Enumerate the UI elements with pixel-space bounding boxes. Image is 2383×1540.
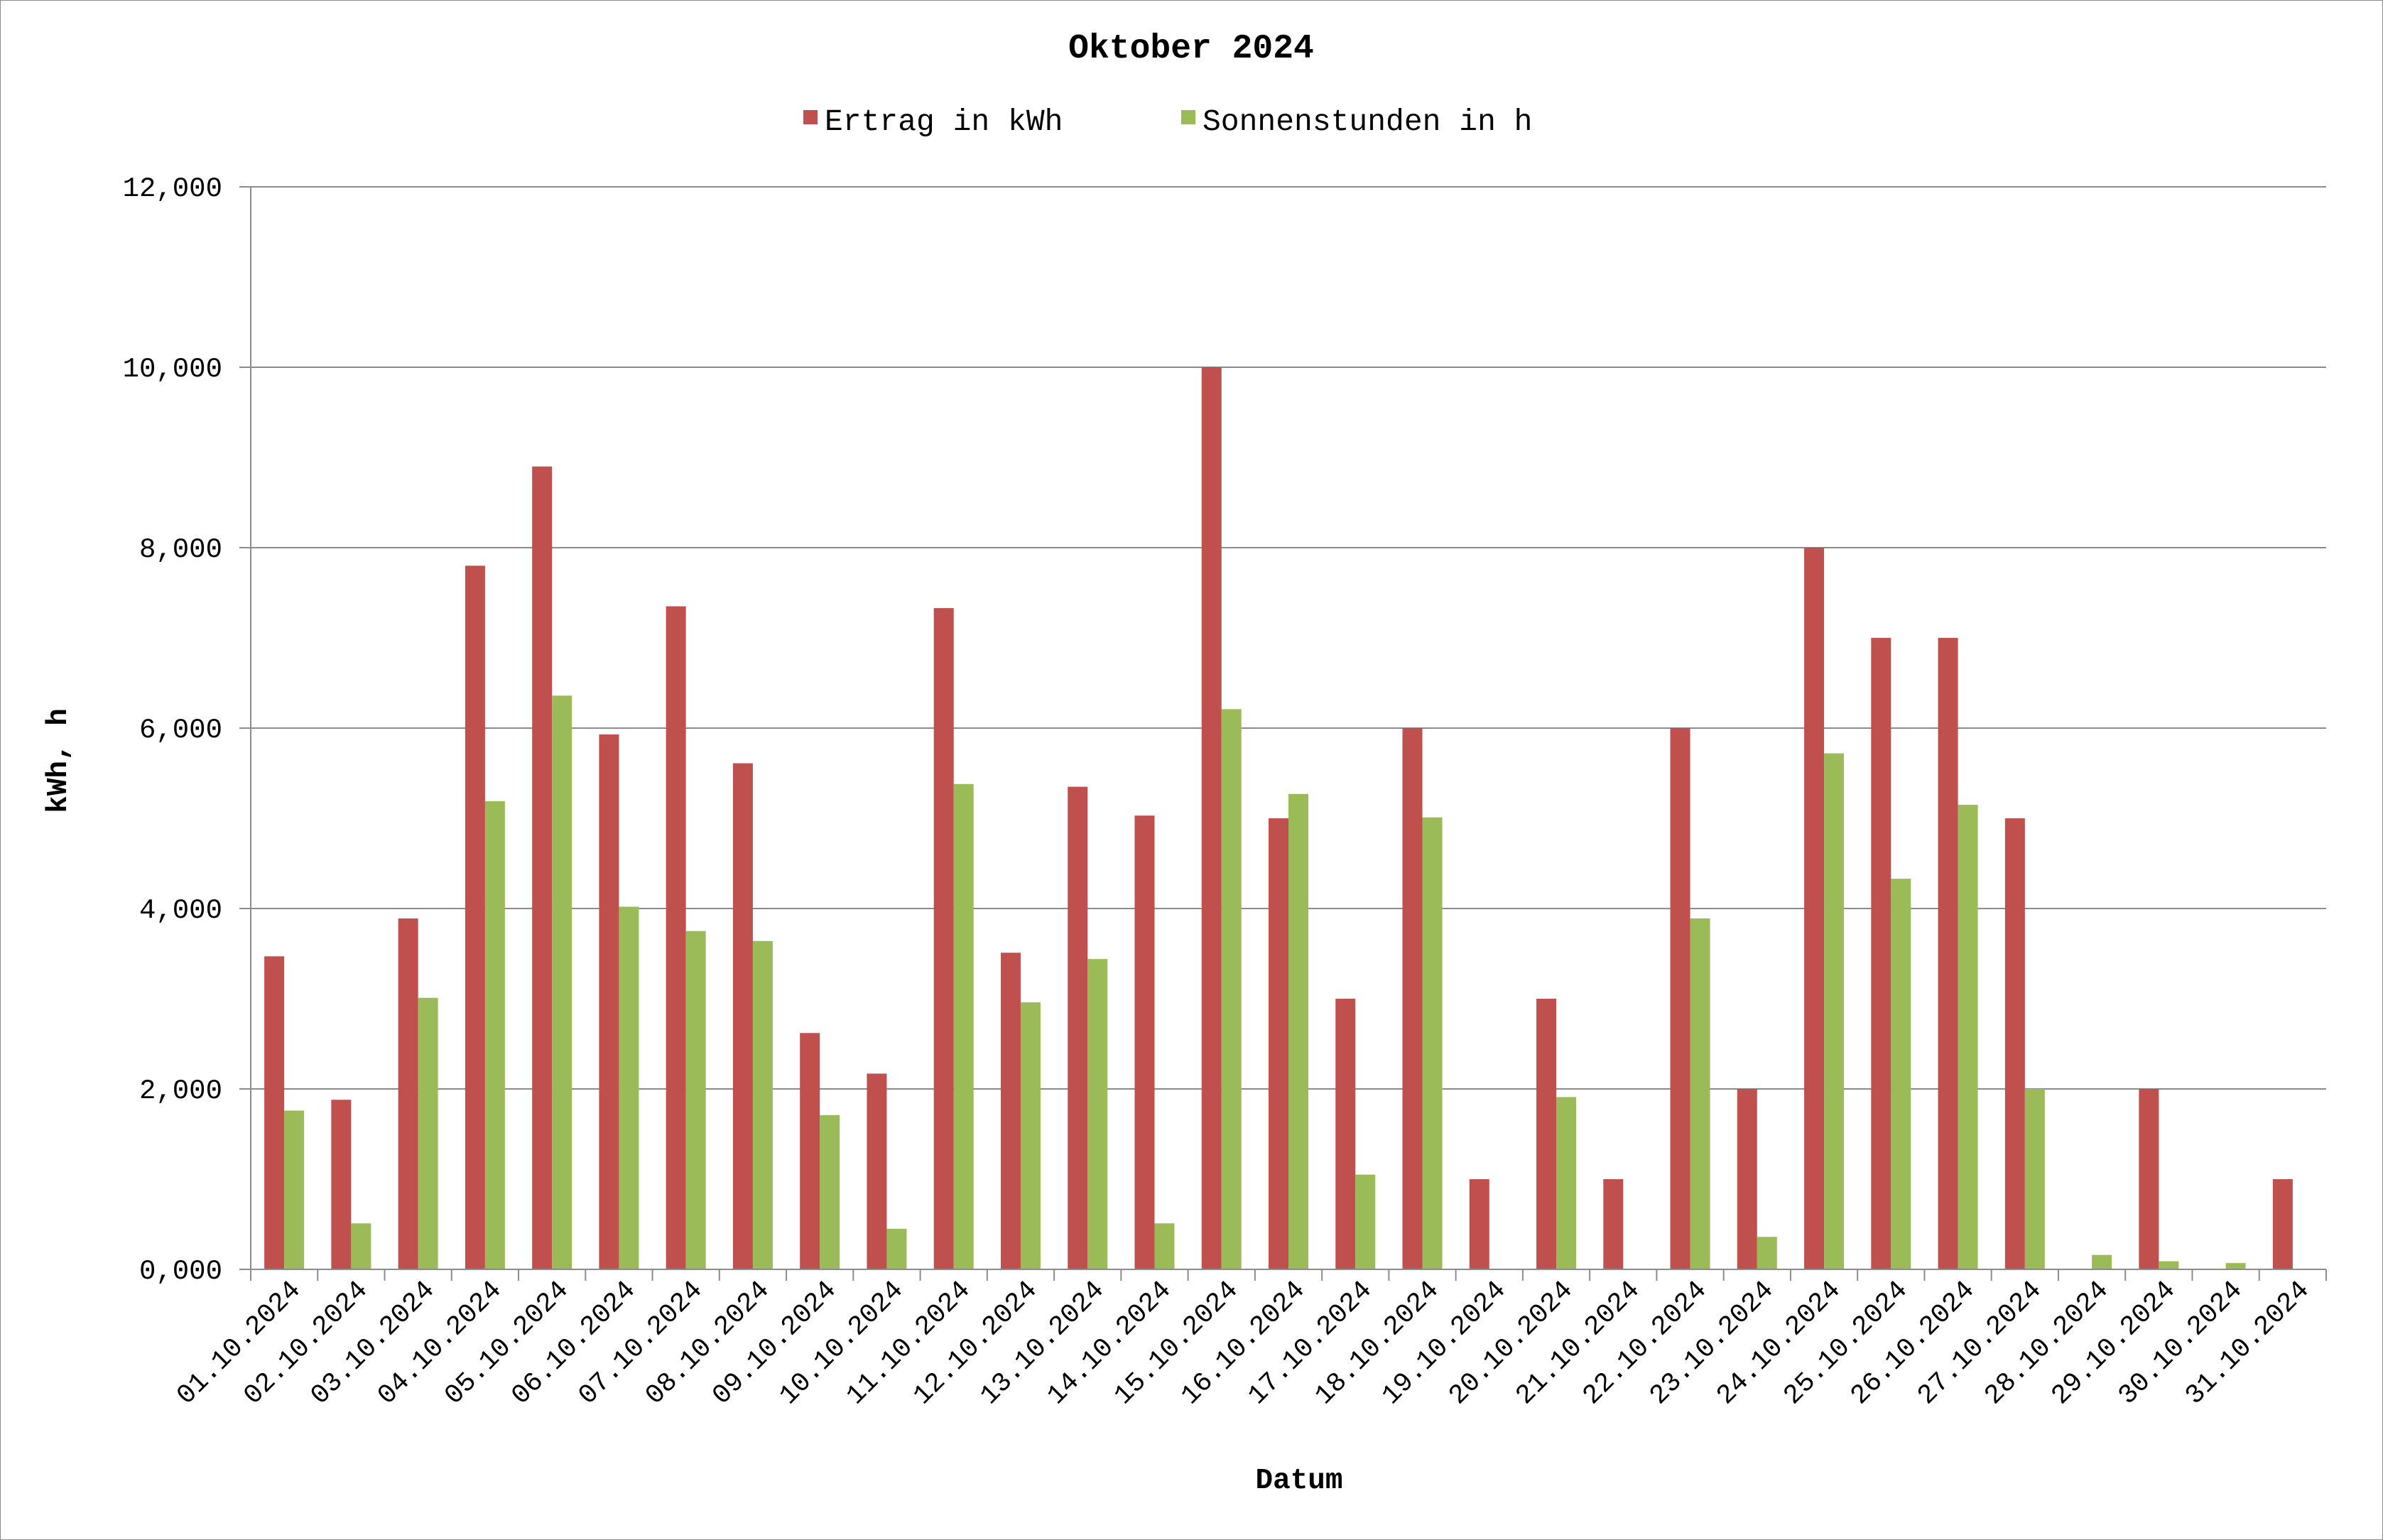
bar-ertrag [1536,999,1557,1269]
bar-ertrag [1134,815,1155,1269]
axes [250,187,2326,1270]
y-axis-ticks: 0,000 2,000 4,000 6,000 8,000 10,000 12,000 [123,173,251,1287]
bar-sonnenstunden [2092,1254,2112,1269]
bar-sonnenstunden [685,931,706,1269]
bar-sonnenstunden [1757,1237,1777,1269]
bar-ertrag [1871,638,1891,1269]
bar-ertrag [1737,1089,1757,1269]
bar-ertrag [1804,548,1825,1269]
bar-sonnenstunden [1690,918,1710,1269]
bar-ertrag [1670,728,1690,1269]
bar-ertrag [331,1100,352,1269]
bar-sonnenstunden [1288,793,1308,1269]
bar-sonnenstunden [752,940,773,1269]
bar-sonnenstunden [2159,1261,2179,1269]
chart-title: Oktober 2024 [1068,30,1314,68]
bar-ertrag [933,608,954,1269]
bar-sonnenstunden [1020,1002,1041,1269]
y-tick-label: 8,000 [139,534,222,565]
bar-sonnenstunden [552,695,572,1269]
bar-ertrag [1938,638,1958,1269]
y-tick-label: 4,000 [139,895,222,926]
bar-sonnenstunden [2024,1089,2045,1269]
y-tick-label: 6,000 [139,715,222,746]
y-axis-label: kWh, h [43,708,75,813]
legend-label-sonnenstunden: Sonnenstunden in h [1203,104,1532,139]
bar-ertrag [465,565,485,1269]
bar-sonnenstunden [886,1228,907,1269]
bar-ertrag [2139,1089,2159,1269]
bar-ertrag [867,1073,887,1269]
bar-sonnenstunden [1422,817,1443,1269]
x-axis-ticks: 01.10.202402.10.202403.10.202404.10.2024… [171,1269,2327,1411]
bar-sonnenstunden [2225,1263,2246,1269]
legend-swatch-ertrag [803,110,818,124]
bar-ertrag [398,918,418,1269]
y-tick-label: 12,000 [123,173,222,205]
bar-ertrag [1068,786,1088,1269]
bar-sonnenstunden [418,997,438,1269]
bar-ertrag [2004,818,2025,1269]
y-tick-label: 10,000 [123,354,222,385]
bar-sonnenstunden [619,906,639,1269]
bar-sonnenstunden [1958,804,1978,1269]
bar-sonnenstunden [1891,879,1911,1269]
x-axis-label: Datum [1255,1465,1342,1497]
bar-sonnenstunden [1154,1223,1175,1269]
bar-sonnenstunden [1087,959,1108,1269]
bar-sonnenstunden [820,1115,840,1269]
bar-ertrag [1269,818,1288,1269]
legend-label-ertrag: Ertrag in kWh [825,104,1063,139]
bar-sonnenstunden [1556,1097,1577,1269]
bar-ertrag [666,606,686,1269]
bar-sonnenstunden [484,801,505,1269]
bar-ertrag [1603,1179,1624,1269]
y-tick-label: 2,000 [139,1075,222,1107]
bar-ertrag [1201,367,1222,1269]
bar-sonnenstunden [953,783,974,1269]
bar-ertrag [732,763,753,1269]
bar-ertrag [2272,1179,2293,1269]
bar-ertrag [264,956,285,1269]
bar-ertrag [1000,953,1021,1269]
bar-ertrag [1469,1179,1489,1269]
bar-sonnenstunden [1355,1174,1376,1269]
bars [264,367,2293,1270]
bar-sonnenstunden [1824,753,1845,1269]
legend: Ertrag in kWh Sonnenstunden in h [803,104,1532,139]
bar-ertrag [599,734,619,1269]
bar-ertrag [532,466,553,1270]
bar-ertrag [1402,728,1423,1269]
gridlines [251,186,2326,1090]
y-tick-label: 0,000 [139,1256,222,1287]
bar-sonnenstunden [284,1110,305,1269]
bar-ertrag [1335,999,1356,1269]
bar-ertrag [800,1033,820,1269]
bar-sonnenstunden [351,1223,371,1269]
bar-sonnenstunden [1221,709,1242,1269]
legend-swatch-sonnenstunden [1181,110,1195,124]
